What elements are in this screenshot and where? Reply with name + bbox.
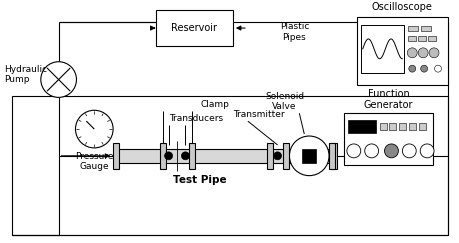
Bar [266,143,272,169]
Bar [283,143,289,169]
Text: Hydraulic
Pump: Hydraulic Pump [4,65,47,84]
Circle shape [41,62,76,97]
Text: Transducers: Transducers [168,114,222,123]
Circle shape [408,65,415,72]
Text: Function
Generator: Function Generator [363,89,412,110]
Text: Transmitter: Transmitter [232,110,284,119]
Bar [389,123,396,130]
Bar [328,143,334,169]
Text: Solenoid
Valve: Solenoid Valve [264,92,303,111]
Text: Pressure
Gauge: Pressure Gauge [75,152,113,171]
Circle shape [434,65,441,72]
Bar [12,96,447,235]
Circle shape [428,48,438,58]
Circle shape [420,65,427,72]
Circle shape [164,152,172,160]
Bar [420,26,430,31]
Bar [113,143,119,169]
Circle shape [289,136,328,176]
Bar [116,149,333,163]
Text: Test Pipe: Test Pipe [173,175,227,185]
Circle shape [417,48,427,58]
Bar [418,123,425,130]
Circle shape [364,144,378,158]
Bar [189,143,195,169]
Bar [409,123,415,130]
Circle shape [402,144,415,158]
Circle shape [181,152,189,160]
Bar [427,36,435,41]
Bar [398,123,405,130]
Bar [330,143,336,169]
Bar [360,25,403,73]
Text: Plastic
Pipes: Plastic Pipes [279,22,308,42]
Circle shape [75,110,113,148]
Text: Clamp: Clamp [200,100,229,109]
Bar [159,143,165,169]
Bar [417,36,425,41]
Circle shape [406,48,416,58]
Text: Reservoir: Reservoir [171,23,217,33]
Bar [347,120,375,133]
Bar [343,113,432,165]
Bar [408,26,417,31]
Circle shape [273,152,281,160]
Text: Oscilloscope: Oscilloscope [371,2,432,12]
Circle shape [346,144,360,158]
Circle shape [384,144,397,158]
Bar [302,149,315,163]
Bar [408,36,415,41]
Bar [356,17,447,85]
Circle shape [419,144,433,158]
Bar [379,123,386,130]
Bar [155,10,232,46]
